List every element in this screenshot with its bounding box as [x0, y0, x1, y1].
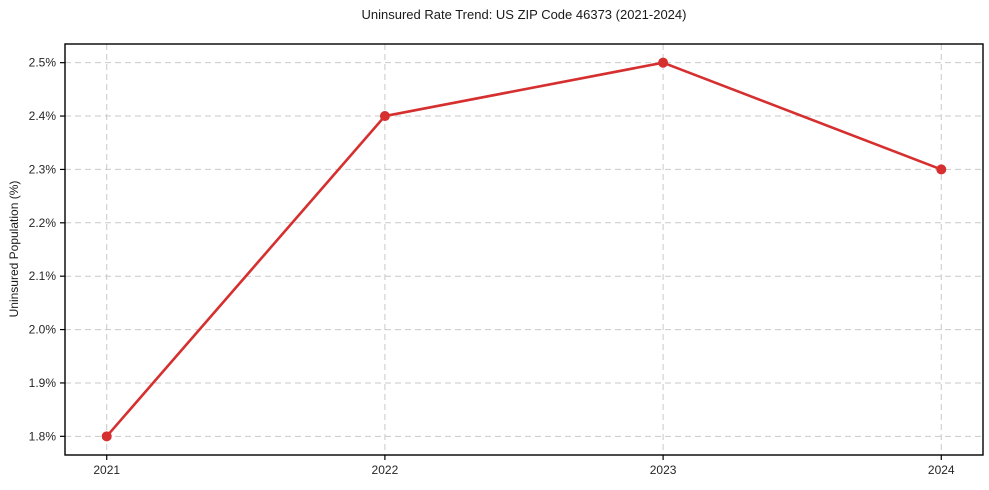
plot-border	[64, 43, 984, 456]
chart-title: Uninsured Rate Trend: US ZIP Code 46373 …	[361, 7, 687, 22]
y-tick-label: 2.4%	[29, 109, 57, 123]
y-tick-label: 2.3%	[29, 162, 57, 176]
data-point	[658, 57, 669, 68]
y-tick-label: 1.9%	[29, 376, 57, 390]
x-tick-label: 2023	[650, 463, 677, 477]
y-tick-label: 2.1%	[29, 269, 57, 283]
x-tick-label: 2021	[93, 463, 120, 477]
y-tick-label: 2.0%	[29, 323, 57, 337]
data-point	[936, 164, 947, 175]
x-tick-label: 2022	[372, 463, 399, 477]
x-tick-label: 2024	[928, 463, 955, 477]
y-tick-label: 2.5%	[29, 56, 57, 70]
y-tick-label: 1.8%	[29, 429, 57, 443]
trend-line	[105, 61, 943, 438]
y-tick-label: 2.2%	[29, 216, 57, 230]
data-point	[101, 431, 112, 442]
data-point	[379, 111, 390, 122]
